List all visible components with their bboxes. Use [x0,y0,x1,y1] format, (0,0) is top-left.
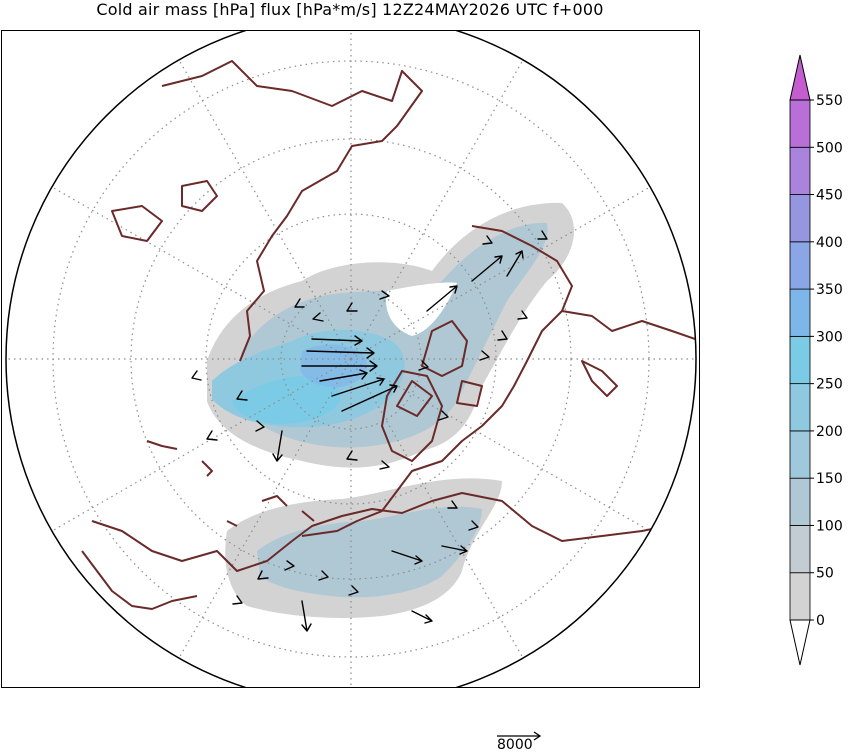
flux-chevron [312,312,324,322]
reference-vector-label: 8000 [497,737,533,753]
flux-arrow [311,335,363,346]
colorbar: 0 50 100 150 200 250 300 350 400 450 500 550 [789,54,843,666]
map-canvas [5,31,697,687]
flux-arrow [272,430,283,462]
flux-chevron [418,360,429,371]
flux-arrow [301,600,312,632]
map-boundary-circle [5,31,697,687]
colorbar-tick-label: 350 [816,282,843,298]
colorbar-tick-label: 150 [816,471,843,487]
flux-chevron [517,310,528,320]
latitude-circle-80 [280,288,422,430]
coastline-aleutian [146,440,213,477]
colorbar-segment [789,430,811,479]
flux-arrow [331,377,385,397]
flux-chevron [206,430,218,441]
flux-arrow [426,285,458,312]
colorbar-tick-label: 50 [816,566,834,582]
coastline-svalbard [226,495,315,527]
colorbar-segment [789,572,811,621]
coastline-west-coast-south [581,360,618,397]
meridian-60w [51,358,352,532]
flux-chevron [294,298,305,308]
colorbar-tick-label: 300 [816,329,843,345]
flux-chevron [346,450,358,461]
coastlines [81,60,696,610]
coastline-pacific-northeast [561,310,696,342]
flux-chevron [284,560,295,571]
colorbar-segment [789,146,811,195]
reference-vector-arrow [497,731,542,741]
shading-gap-ocean [386,282,457,336]
latitude-circle-70 [205,213,497,505]
flux-vectors [191,230,548,632]
meridian-30e [350,358,524,659]
colorbar-segment [789,241,811,290]
graticule [6,31,696,687]
flux-chevron [318,570,329,581]
flux-arrow [341,384,398,412]
colorbar-segment [789,194,811,243]
colorbar-tick-label: 500 [816,140,843,156]
meridian-30w [178,358,352,659]
colorbar-segment [789,288,811,337]
flux-arrow [411,610,433,624]
shading-high [232,376,341,424]
colorbar-segment [789,99,811,148]
colorbar-tick-label: 250 [816,377,843,393]
flux-chevron [191,370,202,381]
colorbar-tick-label: 400 [816,235,843,251]
coastline-greenland [381,370,443,462]
flux-chevron [232,595,243,605]
colorbar-segment [789,477,811,526]
flux-chevron [255,420,265,432]
flux-arrow [301,360,378,372]
flux-chevron [479,350,490,361]
colorbar-tick-label: 100 [816,518,843,534]
meridian-120e [350,186,651,360]
colorbar-tick-label: 200 [816,424,843,440]
colorbar-segment [789,383,811,432]
flux-arrow [306,347,375,359]
colorbar-tick-label: 0 [816,613,825,629]
flux-chevron [438,410,449,421]
colorbar-segments [789,99,811,621]
coastline-europe [91,492,693,572]
flux-chevron [346,302,358,312]
flux-arrow [471,255,503,282]
flux-chevron [348,585,359,596]
flux-chevron [236,390,248,401]
colorbar-ticks: 0 50 100 150 200 250 300 350 400 450 500 550 [810,93,843,629]
cold-air-shading [207,202,574,618]
shading-low-south [257,506,482,598]
colorbar-segment [789,335,811,385]
coastline-mediterranean [81,550,198,610]
meridian-150w [178,59,352,360]
flux-arrow [319,369,368,382]
flux-chevron [447,500,458,509]
flux-arrow [441,545,468,555]
flux-chevron [537,230,548,240]
coastline-kamchatka-japan [111,180,218,242]
map-panel [1,30,700,688]
colorbar-extend-max [789,54,811,101]
meridian-60e [350,358,651,532]
flux-chevron [379,290,390,300]
colorbar-tick-label: 550 [816,93,843,109]
colorbar-extend-min [789,619,811,666]
coastline-hudson-arctic-islands [396,320,483,417]
colorbar-tick-label: 450 [816,188,843,204]
flux-arrow [391,550,423,565]
meridian-120w [51,186,352,360]
flux-chevron [379,460,390,470]
flux-chevron [468,520,479,531]
colorbar-segment [789,525,811,574]
coastline-asia-north [161,60,423,362]
flux-arrow [506,250,524,277]
flux-chevron [482,235,493,245]
flux-chevron [257,570,269,580]
meridian-150e [350,59,524,360]
flux-chevron [497,330,508,341]
map-title: Cold air mass [hPa] flux [hPa*m/s] 12Z24… [96,0,604,19]
